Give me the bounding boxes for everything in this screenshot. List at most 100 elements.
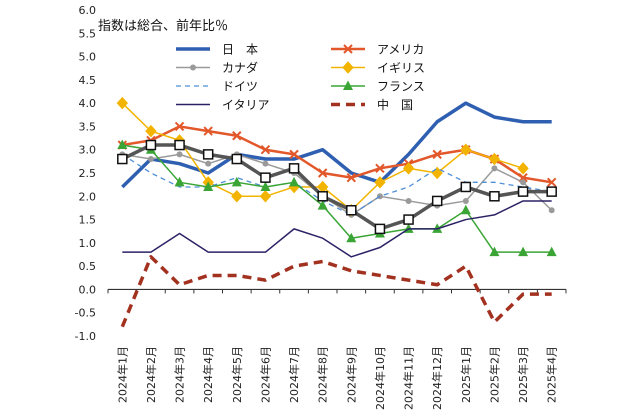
data-point [203, 181, 214, 191]
data-point [518, 246, 529, 257]
data-point [176, 151, 183, 158]
data-point [288, 163, 300, 174]
data-point [260, 181, 271, 191]
data-point [260, 145, 271, 155]
data-point [145, 124, 157, 138]
legend-item: カナダ [176, 60, 258, 75]
data-point [346, 232, 357, 243]
data-point [375, 163, 385, 174]
y-tick-label: 2.5 [79, 167, 97, 180]
data-point [231, 153, 243, 165]
data-point [432, 149, 442, 160]
data-point [289, 149, 299, 160]
legend-label: 中 国 [377, 97, 413, 112]
data-point [232, 131, 242, 141]
data-point [548, 207, 555, 214]
data-point [462, 197, 469, 204]
x-tick-label: 2024年5月 [230, 346, 244, 403]
data-point [231, 176, 242, 187]
x-tick-label: 2025年2月 [487, 346, 501, 403]
x-tick-label: 2024年12月 [430, 346, 444, 410]
data-point [460, 181, 472, 193]
x-tick-label: 2025年4月 [545, 346, 559, 403]
legend-item: イタリア [176, 98, 270, 112]
x-tick-label: 2024年2月 [144, 346, 158, 403]
y-tick-label: 1.5 [79, 214, 97, 227]
data-point [289, 176, 300, 187]
data-point [431, 195, 443, 207]
y-tick-label: 4.0 [79, 97, 97, 110]
data-point [231, 190, 243, 203]
data-point [517, 186, 529, 197]
data-point [374, 176, 386, 189]
y-tick-label: 6.0 [79, 4, 97, 17]
x-tick-label: 2024年6月 [258, 346, 272, 403]
y-tick-label: 2.0 [79, 190, 97, 203]
data-point [488, 152, 501, 166]
legend-label: カナダ [222, 60, 258, 75]
data-point [431, 166, 443, 180]
y-tick-label: -0.5 [75, 307, 96, 320]
data-point [546, 246, 557, 257]
legend-marker [190, 64, 196, 71]
axes: -1.0 -0.5 0.0 0.5 1.0 1.5 2.0 2.5 3.0 3.5 4.0 4.5 5.… [75, 4, 567, 410]
data-point [260, 172, 271, 183]
data-point [491, 165, 498, 172]
series-line [121, 143, 552, 231]
data-point [346, 172, 357, 183]
x-tick-label: 2025年3月 [516, 346, 530, 403]
series-line [122, 200, 552, 258]
legend-label: イギリス [377, 61, 425, 75]
x-tick-label: 2024年11月 [402, 346, 416, 410]
data-point [460, 143, 472, 156]
data-point [116, 96, 128, 110]
legend-item: アメリカ [331, 43, 424, 57]
series-line [121, 101, 552, 189]
x-tick-label: 2024年4月 [201, 346, 215, 403]
y-tick-label: 3.0 [79, 144, 97, 157]
y-tick-label: -1.0 [75, 330, 96, 343]
y-tick-label: 5.0 [79, 51, 97, 64]
series-5 [117, 139, 557, 257]
data-point [202, 149, 214, 160]
y-tick-label: 4.5 [79, 74, 97, 87]
data-point [403, 214, 414, 225]
data-point [374, 223, 386, 235]
y-tick-label: 1.0 [79, 237, 97, 250]
x-tick-label: 2024年8月 [316, 346, 330, 403]
legend-label: フランス [377, 80, 425, 94]
series-6 [122, 200, 552, 258]
data-point [145, 139, 157, 151]
data-point [174, 139, 185, 151]
data-point [402, 162, 415, 175]
x-tick-label: 2025年1月 [459, 346, 473, 403]
data-point [546, 186, 557, 197]
data-point [520, 179, 527, 186]
y-tick-label: 0.0 [79, 283, 97, 296]
legend-item: フランス [331, 80, 425, 94]
data-point [460, 204, 471, 215]
data-point [259, 190, 272, 203]
legend-label: ドイツ [222, 80, 258, 94]
legend-item: イギリス [331, 61, 425, 75]
x-tick-label: 2024年3月 [173, 346, 187, 403]
data-point [174, 176, 185, 187]
legend-marker [343, 80, 353, 90]
data-point [489, 246, 500, 257]
data-point [262, 160, 269, 167]
x-tick-label: 2024年1月 [115, 346, 129, 403]
y-tick-label: 5.5 [79, 27, 97, 40]
legend-item: 中 国 [331, 97, 413, 112]
data-point [517, 162, 529, 175]
legend-label: アメリカ [377, 43, 424, 57]
data-point [405, 197, 412, 204]
data-point [205, 160, 212, 167]
series-line [122, 153, 553, 216]
y-axis-label: 指数は総合、前年比％ [98, 18, 228, 34]
data-point [117, 153, 128, 165]
series-group [116, 96, 557, 328]
legend-label: 日 本 [222, 43, 258, 57]
series-0 [121, 101, 552, 189]
y-tick-label: 0.5 [79, 260, 97, 273]
